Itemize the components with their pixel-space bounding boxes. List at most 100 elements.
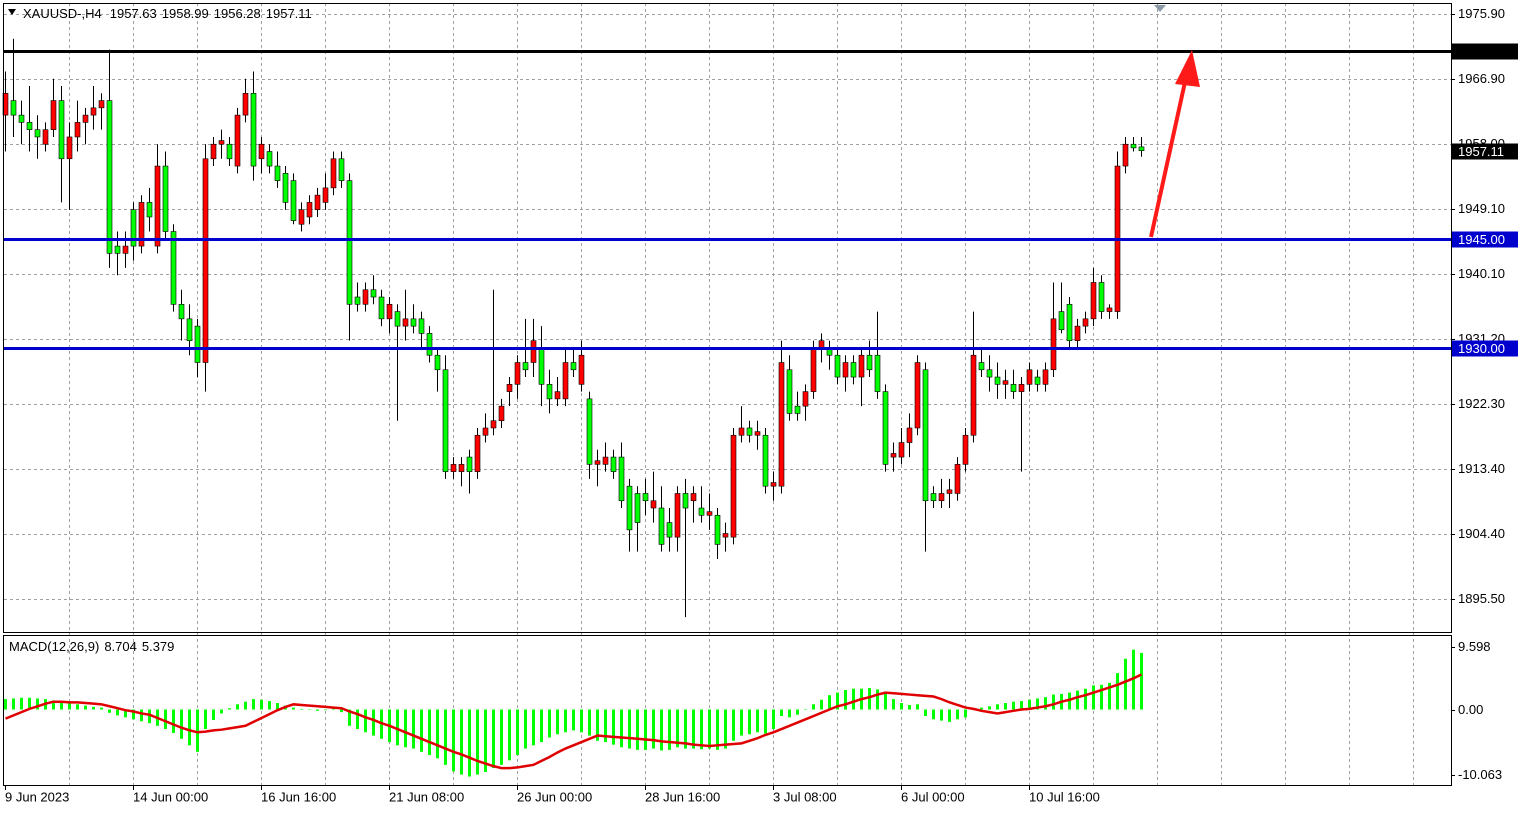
macd-bar	[508, 709, 511, 761]
candle-body	[338, 158, 345, 181]
macd-bar	[404, 709, 407, 748]
macd-bar	[28, 697, 31, 710]
macd-bar	[956, 709, 959, 720]
candle-body	[1130, 143, 1137, 149]
macd-bar	[660, 709, 663, 751]
macd-bar	[4, 699, 7, 710]
candle-body	[458, 464, 465, 472]
candle-body	[834, 354, 841, 378]
macd-bar	[492, 709, 495, 769]
candle-body	[242, 92, 249, 116]
candle-body	[210, 143, 217, 160]
candle-body	[130, 209, 137, 247]
candle-body	[490, 420, 497, 429]
macd-bar	[988, 706, 991, 710]
candle-body	[426, 333, 433, 356]
macd-bar	[588, 709, 591, 736]
candle-body	[1122, 143, 1129, 167]
candle-body	[1098, 282, 1105, 312]
candle-body	[714, 514, 721, 545]
candle-body	[258, 143, 265, 160]
candle-body	[986, 369, 993, 378]
candle-body	[682, 493, 689, 509]
macd-bar	[684, 709, 687, 749]
candle-body	[698, 507, 705, 516]
candle-body	[722, 533, 729, 538]
candle-body	[1138, 146, 1145, 152]
macd-bar	[252, 699, 255, 710]
macd-bar	[452, 709, 455, 772]
macd-bar	[420, 709, 423, 752]
macd-bar	[348, 709, 351, 726]
macd-bar	[996, 704, 999, 710]
candle-body	[730, 434, 737, 538]
candle-body	[794, 405, 801, 414]
macd-bar	[1068, 692, 1071, 710]
candle-body	[1082, 318, 1089, 327]
macd-bar	[468, 709, 471, 777]
candle-body	[186, 318, 193, 341]
candle-body	[914, 362, 921, 429]
shift-marker[interactable]	[1154, 5, 1166, 12]
macd-bar	[700, 709, 703, 750]
candle-body	[434, 354, 441, 371]
plot-layer	[2, 3, 1451, 785]
macd-bar	[1012, 701, 1015, 710]
candle-body	[98, 100, 105, 109]
macd-bar	[1036, 698, 1039, 710]
candle-body	[746, 427, 753, 436]
candle-body	[994, 376, 1001, 385]
y-tick-label: 1966.90	[1458, 71, 1505, 86]
macd-bar	[572, 709, 575, 731]
candle-body	[154, 165, 161, 247]
macd-bar	[724, 709, 727, 749]
macd-bar	[260, 699, 263, 710]
candle-body	[610, 456, 617, 472]
macd-bar	[1076, 690, 1079, 710]
candle-body	[250, 92, 257, 167]
macd-bar	[812, 704, 815, 710]
macd-bar	[108, 709, 111, 713]
candle-body	[626, 485, 633, 531]
macd-bar	[196, 709, 199, 752]
macd-bar	[500, 709, 503, 765]
macd-bar	[740, 709, 743, 736]
macd-bar	[268, 701, 271, 710]
candle-body	[906, 427, 913, 443]
candle-body	[770, 482, 777, 487]
candle-body	[370, 289, 377, 298]
overlay-layer: 1975.901966.901958.001949.101940.101931.…	[4, 6, 1518, 804]
macd-bar	[476, 709, 479, 775]
candle-body	[522, 362, 529, 371]
candle-body	[418, 318, 425, 334]
macd-bar	[340, 709, 343, 713]
candle-body	[322, 187, 329, 203]
y-tick-label: -10.063	[1458, 767, 1502, 782]
y-tick-label: 1949.10	[1458, 201, 1505, 216]
macd-bar	[516, 709, 519, 756]
macd-bar	[356, 709, 359, 730]
y-tick-label: 1922.30	[1458, 396, 1505, 411]
candle-body	[1042, 369, 1049, 385]
x-tick-label: 21 Jun 08:00	[389, 789, 464, 804]
candle-body	[554, 391, 561, 400]
candle-body	[18, 114, 25, 123]
macd-bar	[148, 709, 151, 724]
macd-bar	[236, 704, 239, 710]
macd-bar	[964, 709, 967, 718]
macd-bar	[564, 709, 567, 733]
candle-body	[290, 180, 297, 221]
macd-bar	[524, 709, 527, 749]
candle-body	[74, 122, 81, 138]
candle-body	[778, 362, 785, 487]
candle-body	[506, 384, 513, 392]
macd-bar	[172, 709, 175, 733]
macd-bar	[204, 709, 207, 730]
candle-body	[90, 107, 97, 116]
candle-body	[1026, 369, 1033, 385]
candle-body	[482, 427, 489, 436]
macd-bar	[1052, 694, 1055, 710]
collapse-icon[interactable]	[8, 9, 16, 15]
